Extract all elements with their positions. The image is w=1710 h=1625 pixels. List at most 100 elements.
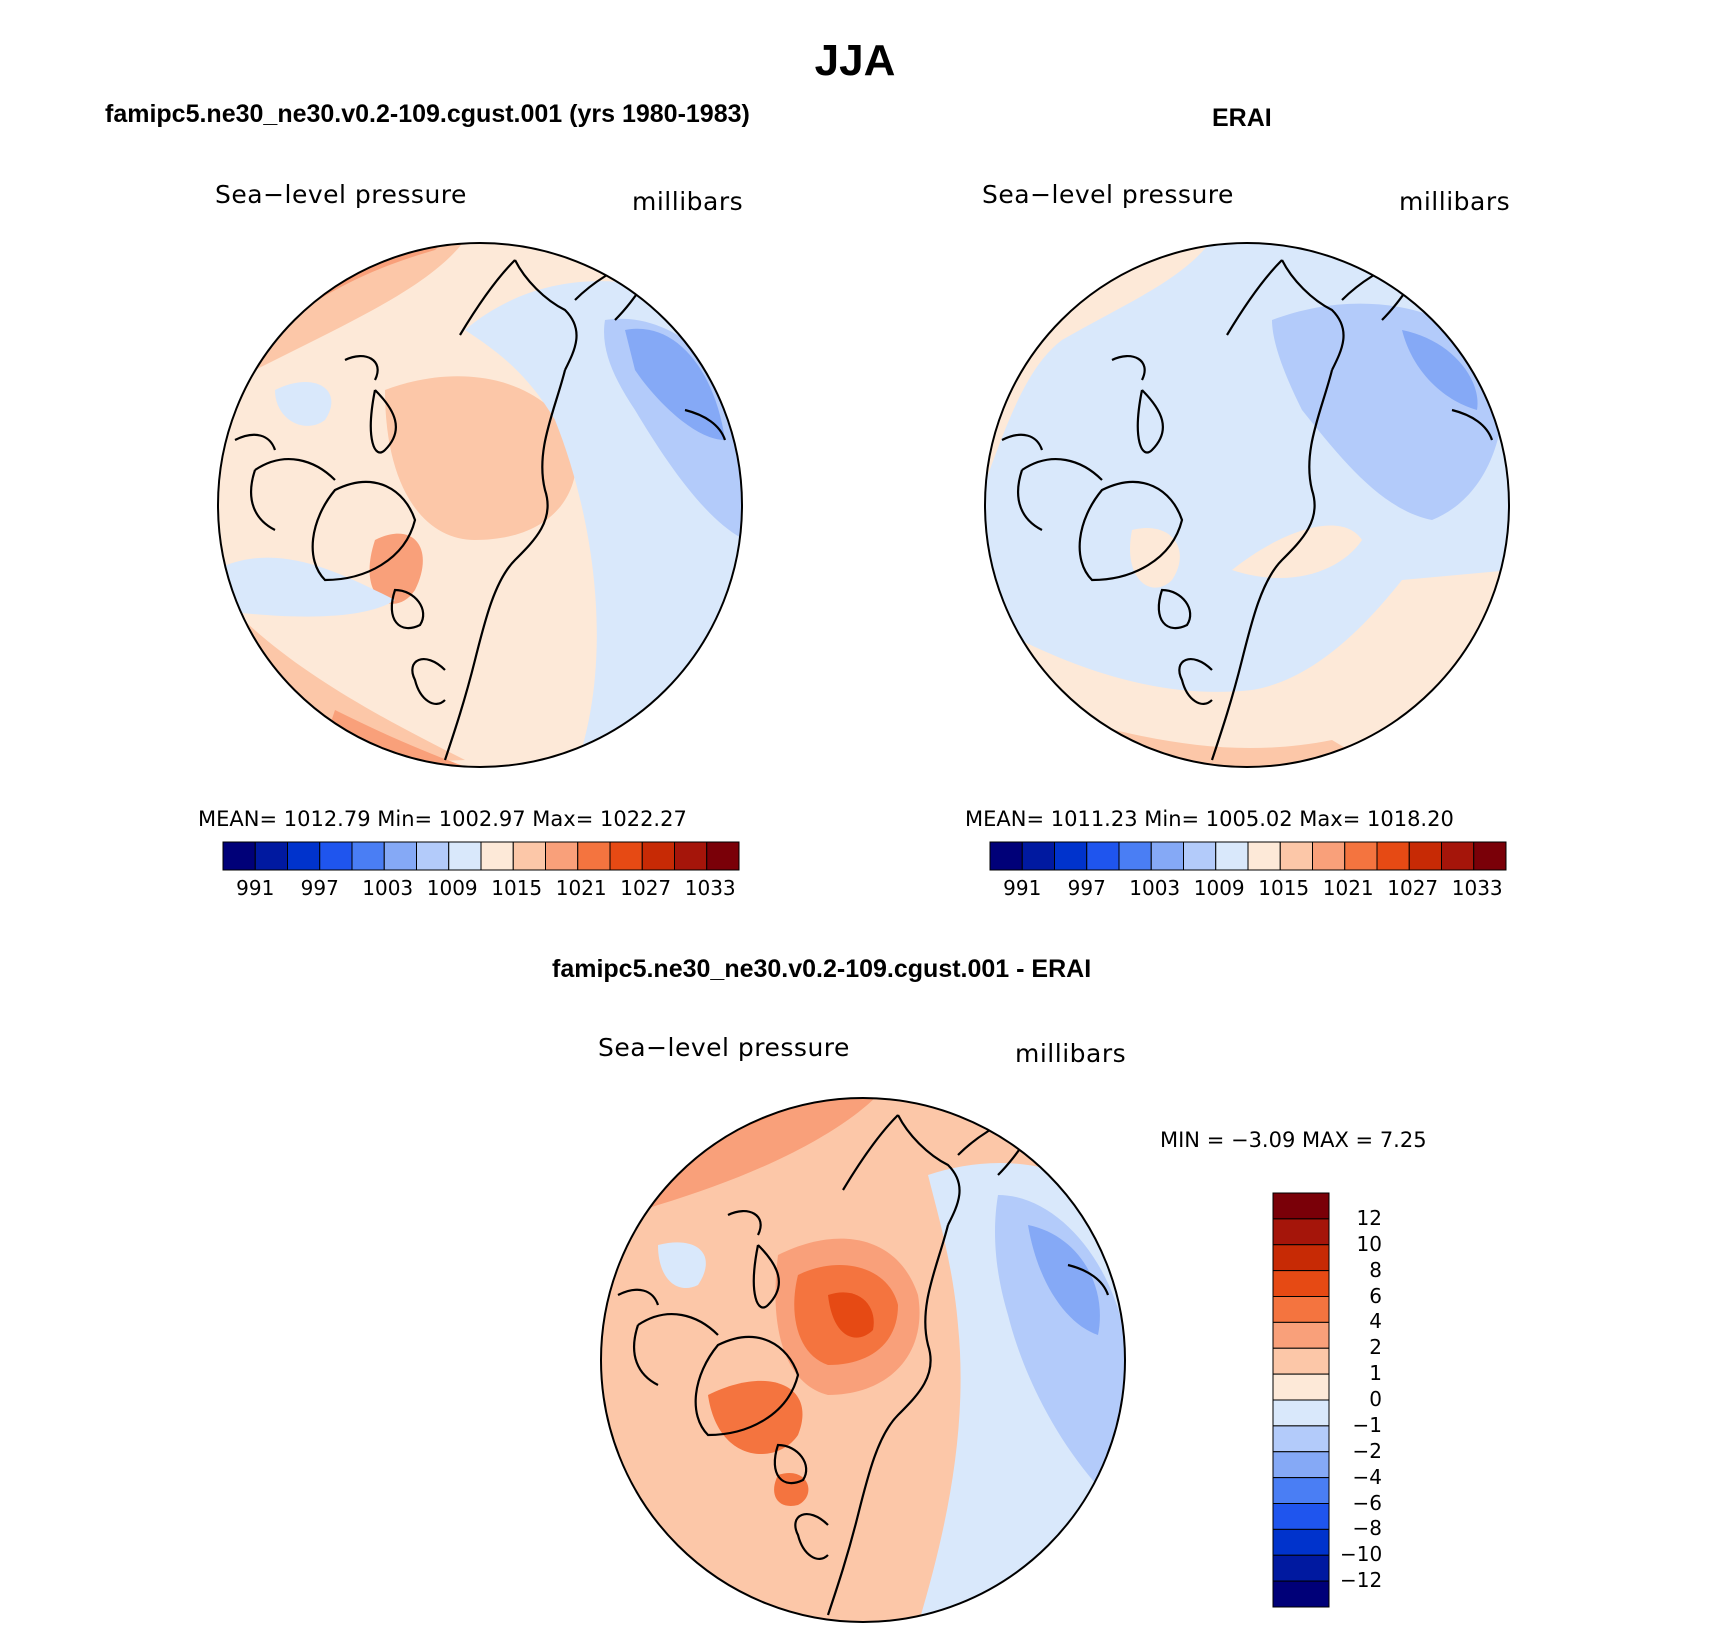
erai-polar-map — [984, 242, 1510, 768]
erai-colorbar-tick-label: 1009 — [1193, 876, 1245, 900]
diff-colorbar-tick-label: 2 — [1369, 1335, 1382, 1360]
diff-colorbar-box — [1272, 1321, 1330, 1349]
diff-colorbar-tick-label: −8 — [1352, 1516, 1382, 1541]
diff-colorbar-tick-label: −4 — [1352, 1464, 1382, 1489]
model-colorbar-box — [319, 841, 353, 871]
model-colorbar-tick-label: 1003 — [362, 876, 414, 900]
model-colorbar-tick-label: 1015 — [491, 876, 543, 900]
erai-colorbar-tick-label: 1003 — [1129, 876, 1181, 900]
model-coastline — [369, 389, 397, 454]
model-colorbar-tick-label: 991 — [236, 876, 275, 900]
model-colorbar-box — [416, 841, 450, 871]
model-colorbar — [222, 841, 740, 871]
diff-colorbar-ticks: 12 10 8 6 4 2 1 0 −1 −2 −4 −6 −8 −10 −12 — [1340, 1193, 1420, 1607]
diff-panel-title: famipc5.ne30_ne30.v0.2-109.cgust.001 - E… — [552, 955, 1092, 983]
erai-colorbar-ticks: 991 997 1003 1009 1015 1021 1027 1033 — [990, 876, 1506, 902]
diff-coastline — [773, 1443, 808, 1485]
erai-stats: MEAN= 1011.23 Min= 1005.02 Max= 1018.20 — [965, 807, 1454, 831]
erai-coastline — [1226, 259, 1345, 371]
model-colorbar-box — [287, 841, 321, 871]
diff-coastline — [794, 1513, 829, 1560]
diff-colorbar-tick-label: 1 — [1369, 1361, 1382, 1386]
erai-colorbar-box — [1118, 841, 1152, 871]
diff-coastline — [826, 1224, 950, 1616]
erai-colorbar-tick-label: 1027 — [1387, 876, 1439, 900]
model-colorbar-box — [383, 841, 417, 871]
diff-colorbar-tick-label: 10 — [1356, 1231, 1382, 1256]
erai-colorbar-box — [1408, 841, 1442, 871]
diff-colorbar-tick-label: 0 — [1369, 1387, 1382, 1411]
diff-variable-label: Sea−level pressure — [598, 1033, 850, 1062]
model-variable-label: Sea−level pressure — [215, 180, 467, 209]
model-coastline — [390, 588, 425, 630]
erai-colorbar-box — [1021, 841, 1055, 871]
erai-panel-title: ERAI — [1212, 104, 1272, 132]
diff-coastline — [633, 1313, 719, 1386]
model-coastline — [311, 480, 417, 582]
diff-colorbar-tick-label: 8 — [1369, 1257, 1382, 1282]
model-coastline — [443, 369, 567, 761]
erai-colorbar — [989, 841, 1507, 871]
model-colorbar-box — [641, 841, 675, 871]
erai-colorbar-tick-label: 1033 — [1451, 876, 1503, 900]
erai-coastline — [1210, 369, 1334, 761]
diff-colorbar-tick-label: 4 — [1369, 1309, 1382, 1334]
model-coastline — [234, 433, 277, 451]
erai-colorbar-tick-label: 991 — [1003, 876, 1042, 900]
model-colorbar-tick-label: 1027 — [620, 876, 672, 900]
model-colorbar-box — [254, 841, 288, 871]
diff-stats: MIN = −3.09 MAX = 7.25 — [1160, 1128, 1427, 1152]
diff-units-label: millibars — [1015, 1039, 1127, 1068]
diff-colorbar-tick-label: 6 — [1369, 1283, 1382, 1308]
diff-colorbar-box — [1272, 1399, 1330, 1427]
erai-coastline — [1178, 658, 1213, 705]
erai-colorbar-tick-label: 1021 — [1322, 876, 1374, 900]
diff-colorbar — [1272, 1192, 1330, 1608]
diff-colorbar-box — [1272, 1347, 1330, 1375]
model-coastline — [459, 259, 578, 371]
model-colorbar-box — [222, 841, 256, 871]
diff-colorbar-box — [1272, 1270, 1330, 1297]
model-units-label: millibars — [632, 187, 744, 216]
model-colorbar-box — [545, 841, 579, 871]
diff-colorbar-box — [1272, 1296, 1330, 1323]
model-colorbar-box — [577, 841, 611, 871]
diff-colorbar-tick-label: −12 — [1340, 1568, 1383, 1593]
erai-colorbar-box — [1054, 841, 1088, 871]
erai-colorbar-tick-label: 1015 — [1258, 876, 1310, 900]
erai-colorbar-box — [1279, 841, 1313, 871]
model-colorbar-tick-label: 997 — [300, 876, 339, 900]
model-map-boundary — [217, 242, 743, 768]
diff-colorbar-tick-label: −2 — [1352, 1438, 1382, 1463]
diff-colorbar-tick-label: −6 — [1352, 1490, 1382, 1515]
model-colorbar-box — [448, 841, 482, 871]
erai-coastline — [1001, 433, 1044, 451]
diff-colorbar-box — [1272, 1218, 1330, 1246]
model-colorbar-tick-label: 1033 — [684, 876, 736, 900]
diff-colorbar-box — [1272, 1554, 1330, 1582]
model-colorbar-tick-label: 1021 — [555, 876, 607, 900]
diff-coastline — [842, 1114, 961, 1226]
erai-variable-label: Sea−level pressure — [982, 180, 1234, 209]
model-colorbar-box — [609, 841, 643, 871]
erai-colorbar-box — [989, 841, 1023, 871]
diff-colorbar-box — [1272, 1477, 1330, 1504]
diff-coastline — [617, 1288, 660, 1306]
model-colorbar-tick-label: 1009 — [426, 876, 478, 900]
erai-coastline — [1017, 458, 1103, 531]
erai-units-label: millibars — [1399, 187, 1511, 216]
diff-colorbar-box — [1272, 1425, 1330, 1453]
diff-coastline — [752, 1244, 780, 1309]
diff-polar-map — [600, 1097, 1126, 1623]
diff-colorbar-box — [1272, 1580, 1330, 1608]
erai-colorbar-box — [1247, 841, 1281, 871]
model-coastline — [684, 408, 727, 441]
diff-colorbar-tick-label: −10 — [1340, 1542, 1383, 1567]
model-coastline — [250, 458, 336, 531]
erai-coastline — [1157, 588, 1192, 630]
erai-colorbar-box — [1441, 841, 1475, 871]
erai-colorbar-tick-label: 997 — [1067, 876, 1106, 900]
figure-title: JJA — [814, 36, 896, 85]
model-polar-map — [217, 242, 743, 768]
model-colorbar-ticks: 991 997 1003 1009 1015 1021 1027 1033 — [223, 876, 739, 902]
